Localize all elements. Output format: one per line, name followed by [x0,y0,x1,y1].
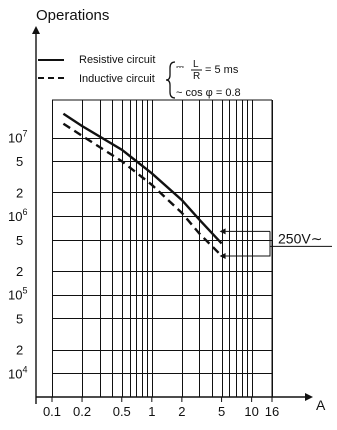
y-tick-label: 104 [8,364,27,381]
y-tick-label: 2 [16,264,23,279]
y-tick-label: 2 [16,343,23,358]
legend-formula-l: L [193,59,199,70]
legend-inductive-label: Inductive circuit [79,73,155,85]
x-axis-title: A [316,397,326,413]
y-tick-label: 5 [16,311,23,326]
legend-brace [166,62,175,98]
y-tick-label: 2 [16,185,23,200]
x-tick-label: 16 [265,404,279,419]
y-tick-label: 107 [8,129,27,146]
x-axis-arrow [305,393,313,401]
legend-formula-eq: = 5 ms [205,64,239,76]
x-tick-label: 5 [218,404,225,419]
legend-formula-r: R [193,71,200,82]
legend-formula-ac: ~ cos φ = 0.8 [176,87,241,99]
annotation-label: 250V∼ [278,230,322,246]
x-tick-label: 2 [178,404,185,419]
x-tick-label: 10 [244,404,258,419]
y-tick-label: 5 [16,154,23,169]
legend-resistive-label: Resistive circuit [79,54,155,66]
axes [32,26,313,404]
y-tick-label: 5 [16,233,23,248]
x-tick-label: 0.5 [113,404,131,419]
y-tick-labels: 107 5 2 106 5 2 105 5 2 104 [8,129,27,382]
legend: Resistive circuit Inductive circuit ⎓ L … [38,54,241,99]
y-tick-label: 106 [8,207,27,224]
y-axis-title: Operations [36,7,109,24]
x-tick-label: 0.1 [43,404,61,419]
x-tick-label: 1 [148,404,155,419]
grid [52,100,273,397]
y-axis-arrow [32,26,40,34]
x-tick-label: 0.2 [73,404,91,419]
x-tick-labels: 0.1 0.2 0.5 1 2 5 10 16 [43,397,279,419]
inductive-curve [63,124,219,254]
y-tick-label: 105 [8,286,27,303]
legend-dc-symbol: ⎓ [176,62,184,73]
